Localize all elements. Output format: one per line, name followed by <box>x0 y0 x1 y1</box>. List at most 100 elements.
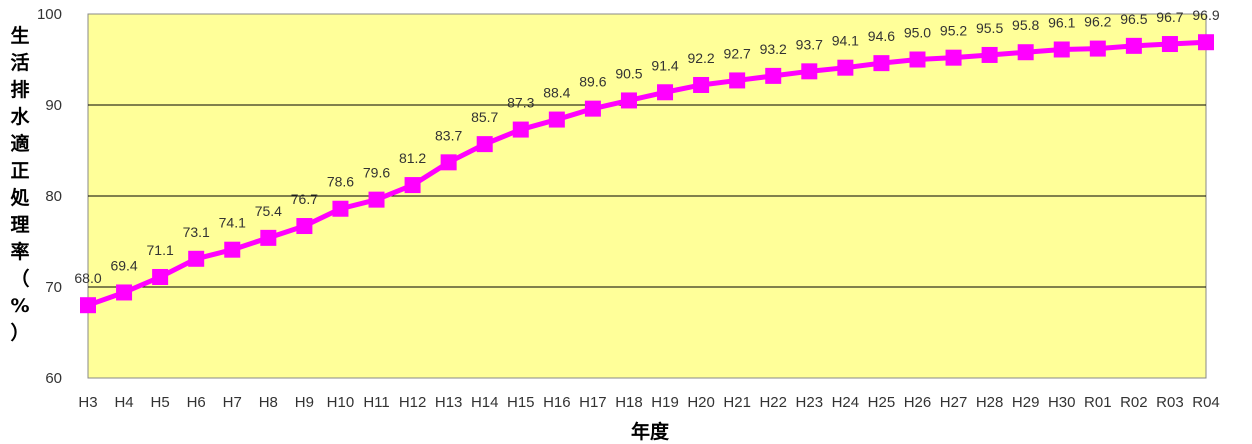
x-tick-label: R03 <box>1156 394 1184 411</box>
data-label: 91.4 <box>651 57 678 73</box>
data-point-marker <box>1089 40 1106 57</box>
data-point-marker <box>801 63 818 80</box>
data-point-marker <box>584 100 601 117</box>
x-tick-label: H14 <box>471 394 499 411</box>
x-tick-label: H15 <box>507 394 535 411</box>
data-point-marker <box>476 136 493 153</box>
series-markers <box>80 34 1214 314</box>
data-point-marker <box>873 55 890 72</box>
x-tick-label: H28 <box>976 394 1004 411</box>
gridlines <box>88 104 1206 288</box>
data-label: 95.0 <box>904 25 931 41</box>
data-point-marker <box>512 121 529 138</box>
data-point-marker <box>620 92 637 109</box>
data-point-marker <box>404 177 421 194</box>
y-tick-label: 70 <box>45 279 62 296</box>
x-axis-ticks: H3 H4 H5 H6 H7 H8 H9 H10 H11 H12 H13 H14 H15 H16 H17 H1… <box>78 394 1219 411</box>
data-point-marker <box>981 46 998 63</box>
data-label: 69.4 <box>110 257 137 273</box>
data-label: 79.6 <box>363 165 390 181</box>
data-label: 78.6 <box>327 174 354 190</box>
data-point-marker <box>1125 37 1142 54</box>
data-label: 93.2 <box>760 41 787 57</box>
x-tick-label: R02 <box>1120 394 1148 411</box>
x-tick-label: H29 <box>1012 394 1040 411</box>
data-point-marker <box>440 154 457 171</box>
data-point-marker <box>224 241 241 258</box>
y-tick-label: 80 <box>45 188 62 205</box>
data-point-marker <box>729 72 746 89</box>
data-point-marker <box>152 268 169 285</box>
x-tick-label: H5 <box>151 394 170 411</box>
x-tick-label: H16 <box>543 394 571 411</box>
x-tick-label: H3 <box>78 394 97 411</box>
data-point-marker <box>1161 36 1178 53</box>
data-label: 92.2 <box>687 50 714 66</box>
data-point-marker <box>909 51 926 68</box>
x-tick-label: R01 <box>1084 394 1112 411</box>
data-point-marker <box>837 59 854 76</box>
data-point-marker <box>548 111 565 128</box>
data-point-marker <box>657 84 674 101</box>
data-labels: 68.0 69.4 71.1 73.1 74.1 75.4 76.7 78.6 79.6 81.2… <box>74 7 1219 286</box>
y-axis-title: 生活排水適正処理率（%） <box>10 24 30 344</box>
x-tick-label: H20 <box>687 394 715 411</box>
data-point-marker <box>1017 44 1034 61</box>
data-label: 94.6 <box>868 28 895 44</box>
data-label: 90.5 <box>615 65 642 81</box>
data-label: 96.2 <box>1084 14 1111 30</box>
data-point-marker <box>260 229 277 246</box>
x-tick-label: H17 <box>579 394 607 411</box>
x-tick-label: H21 <box>723 394 751 411</box>
y-axis-ticks: 60 70 80 90 100 <box>37 6 62 387</box>
y-tick-label: 60 <box>45 370 62 387</box>
x-tick-label: H11 <box>363 394 389 411</box>
data-label: 95.5 <box>976 20 1003 36</box>
data-label: 88.4 <box>543 85 570 101</box>
data-point-marker <box>332 200 349 217</box>
x-tick-label: H13 <box>435 394 463 411</box>
data-label: 71.1 <box>147 242 174 258</box>
data-label: 73.1 <box>183 224 210 240</box>
data-point-marker <box>80 297 96 314</box>
x-tick-label: H12 <box>399 394 427 411</box>
x-tick-label: H23 <box>796 394 824 411</box>
x-tick-label: H19 <box>651 394 679 411</box>
data-point-marker <box>116 284 133 301</box>
data-label: 87.3 <box>507 95 534 111</box>
y-tick-label: 90 <box>45 97 62 114</box>
x-tick-label: H25 <box>868 394 896 411</box>
data-label: 74.1 <box>219 215 246 231</box>
data-label: 95.8 <box>1012 17 1039 33</box>
data-label: 95.2 <box>940 23 967 39</box>
x-tick-label: H8 <box>259 394 278 411</box>
data-label: 94.1 <box>832 33 859 49</box>
x-tick-label: H26 <box>904 394 932 411</box>
data-label: 96.7 <box>1156 9 1183 25</box>
x-tick-label: R04 <box>1192 394 1220 411</box>
data-point-marker <box>1053 41 1070 58</box>
y-tick-label: 100 <box>37 6 62 23</box>
x-tick-label: H30 <box>1048 394 1076 411</box>
data-label: 92.7 <box>724 45 751 61</box>
x-tick-label: H9 <box>295 394 314 411</box>
x-tick-label: H27 <box>940 394 968 411</box>
data-label: 96.9 <box>1192 7 1219 23</box>
data-label: 68.0 <box>74 270 101 286</box>
data-point-marker <box>296 218 313 235</box>
data-label: 85.7 <box>471 109 498 125</box>
x-tick-label: H6 <box>187 394 206 411</box>
x-tick-label: H24 <box>832 394 860 411</box>
x-tick-label: H7 <box>223 394 242 411</box>
data-label: 81.2 <box>399 150 426 166</box>
x-tick-label: H4 <box>114 394 133 411</box>
data-label: 93.7 <box>796 36 823 52</box>
data-point-marker <box>368 191 385 208</box>
data-point-marker <box>1198 34 1214 51</box>
x-axis-title: 年度 <box>631 420 670 443</box>
x-tick-label: H10 <box>327 394 355 411</box>
x-tick-label: H18 <box>615 394 643 411</box>
data-point-marker <box>765 67 782 84</box>
data-label: 96.1 <box>1048 14 1075 30</box>
